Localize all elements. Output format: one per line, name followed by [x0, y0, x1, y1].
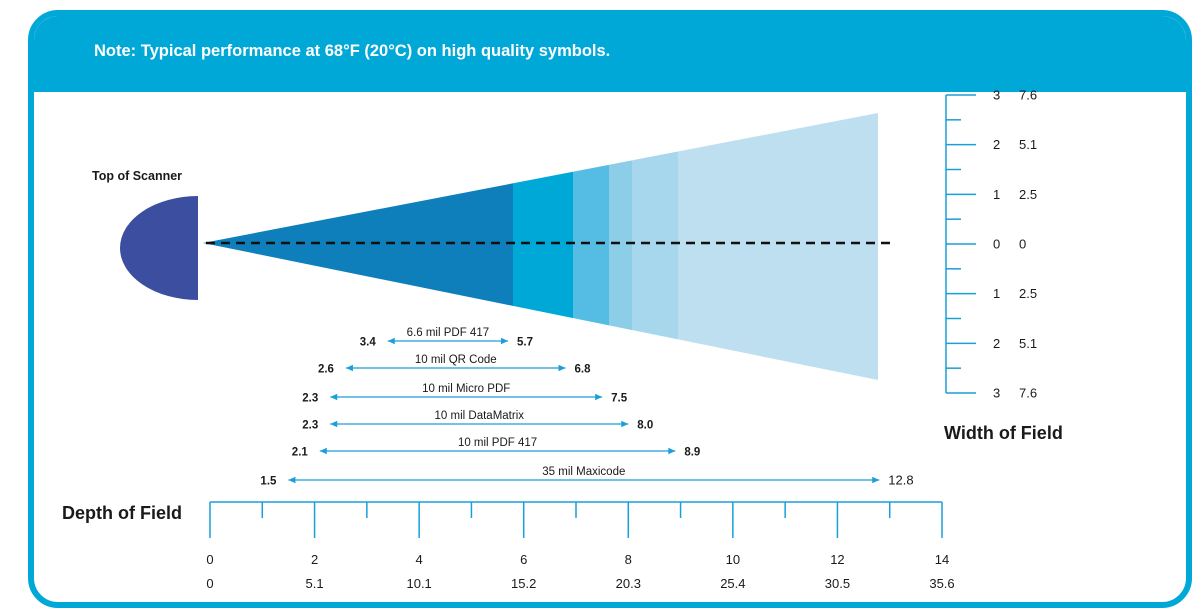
depth-of-field-scale: 0 0 2 5.1 4 10.1 6 15.2 8 20.3 10 25.4 12 30.5 14 35.6 — [206, 501, 955, 591]
note-banner: Note: Typical performance at 68°F (20°C)… — [34, 16, 1186, 92]
chart-frame: Note: Typical performance at 68°F (20°C)… — [28, 10, 1192, 608]
width-tick-cm: 2.5 — [1019, 286, 1037, 301]
scanner-label: Top of Scanner — [92, 169, 182, 183]
arrow-head — [872, 476, 880, 484]
range-row: 2.3 7.5 10 mil Micro PDF — [302, 383, 627, 405]
width-tick-inch: 2 — [993, 137, 1000, 152]
width-tick-cm: 7.6 — [1019, 386, 1037, 401]
width-tick-inch: 3 — [993, 386, 1000, 401]
depth-tick-inch: 2 — [311, 552, 318, 567]
width-tick-inch: 1 — [993, 187, 1000, 202]
depth-tick-cm: 20.3 — [616, 576, 641, 591]
depth-tick-inch: 6 — [520, 552, 527, 567]
depth-tick-cm: 30.5 — [825, 576, 850, 591]
range-near-value: 2.3 — [302, 420, 318, 432]
range-near-value: 2.1 — [292, 447, 309, 459]
beam-zone — [573, 113, 609, 380]
arrow-head — [319, 447, 327, 455]
arrow-head — [668, 447, 676, 455]
range-far-value: 12.8 — [888, 473, 913, 488]
range-far-value: 5.7 — [517, 337, 533, 349]
range-row: 2.3 8.0 10 mil DataMatrix — [302, 410, 653, 432]
width-tick-cm: 5.1 — [1019, 137, 1037, 152]
range-near-value: 3.4 — [360, 337, 377, 349]
range-row: 2.1 8.9 10 mil PDF 417 — [292, 437, 701, 459]
arrow-head — [330, 393, 338, 401]
arrow-head — [621, 420, 629, 428]
width-tick-inch: 3 — [993, 88, 1000, 103]
arrow-head — [501, 337, 509, 345]
arrow-head — [387, 337, 395, 345]
depth-tick-inch: 4 — [416, 552, 423, 567]
depth-tick-cm: 0 — [206, 576, 213, 591]
range-symbol-label: 6.6 mil PDF 417 — [407, 327, 489, 339]
range-row: 3.4 5.7 6.6 mil PDF 417 — [360, 327, 533, 349]
depth-tick-inch: 12 — [830, 552, 844, 567]
range-symbol-label: 10 mil DataMatrix — [435, 410, 525, 422]
arrow-head — [288, 476, 296, 484]
range-far-value: 7.5 — [611, 393, 628, 405]
depth-tick-cm: 25.4 — [720, 576, 745, 591]
arrow-head — [558, 364, 566, 372]
width-tick-inch: 2 — [993, 336, 1000, 351]
depth-tick-cm: 15.2 — [511, 576, 536, 591]
depth-tick-inch: 8 — [625, 552, 632, 567]
depth-tick-inch: 14 — [935, 552, 949, 567]
arrow-head — [595, 393, 603, 401]
range-symbol-label: 10 mil Micro PDF — [422, 383, 510, 395]
arrow-head — [330, 420, 338, 428]
width-tick-cm: 0 — [1019, 237, 1026, 252]
beam-zone — [678, 113, 878, 380]
scan-beam — [203, 113, 878, 380]
range-far-value: 6.8 — [575, 364, 592, 376]
beam-zone — [632, 113, 678, 380]
range-near-value: 2.3 — [302, 393, 318, 405]
width-of-field-scale: 3 7.6 2 5.1 1 2.5 0 0 1 2.5 2 5.1 3 7.6 — [945, 88, 1037, 401]
width-tick-cm: 2.5 — [1019, 187, 1037, 202]
width-tick-cm: 5.1 — [1019, 336, 1037, 351]
note-text: Note: Typical performance at 68°F (20°C)… — [94, 42, 611, 60]
range-row: 2.6 6.8 10 mil QR Code — [318, 354, 591, 376]
width-tick-cm: 7.6 — [1019, 88, 1037, 103]
range-symbol-label: 10 mil QR Code — [415, 354, 497, 366]
range-row: 1.5 12.8 35 mil Maxicode — [260, 466, 913, 488]
beam-zone — [513, 113, 573, 380]
range-list: 3.4 5.7 6.6 mil PDF 417 2.6 6.8 10 mil QR Cod… — [260, 327, 913, 488]
depth-tick-inch: 0 — [206, 552, 213, 567]
range-symbol-label: 35 mil Maxicode — [542, 466, 625, 478]
arrow-head — [345, 364, 353, 372]
range-near-value: 1.5 — [260, 476, 277, 488]
depth-tick-inch: 10 — [726, 552, 740, 567]
range-far-value: 8.0 — [637, 420, 653, 432]
depth-tick-cm: 10.1 — [406, 576, 431, 591]
width-tick-inch: 1 — [993, 286, 1000, 301]
scanner-icon — [120, 196, 198, 300]
range-near-value: 2.6 — [318, 364, 334, 376]
depth-of-field-title: Depth of Field — [62, 503, 182, 523]
range-far-value: 8.9 — [684, 447, 700, 459]
width-tick-inch: 0 — [993, 237, 1000, 252]
beam-zone — [609, 113, 632, 380]
depth-tick-cm: 35.6 — [929, 576, 954, 591]
depth-tick-cm: 5.1 — [306, 576, 324, 591]
range-symbol-label: 10 mil PDF 417 — [458, 437, 537, 449]
width-of-field-title: Width of Field — [944, 423, 1063, 443]
